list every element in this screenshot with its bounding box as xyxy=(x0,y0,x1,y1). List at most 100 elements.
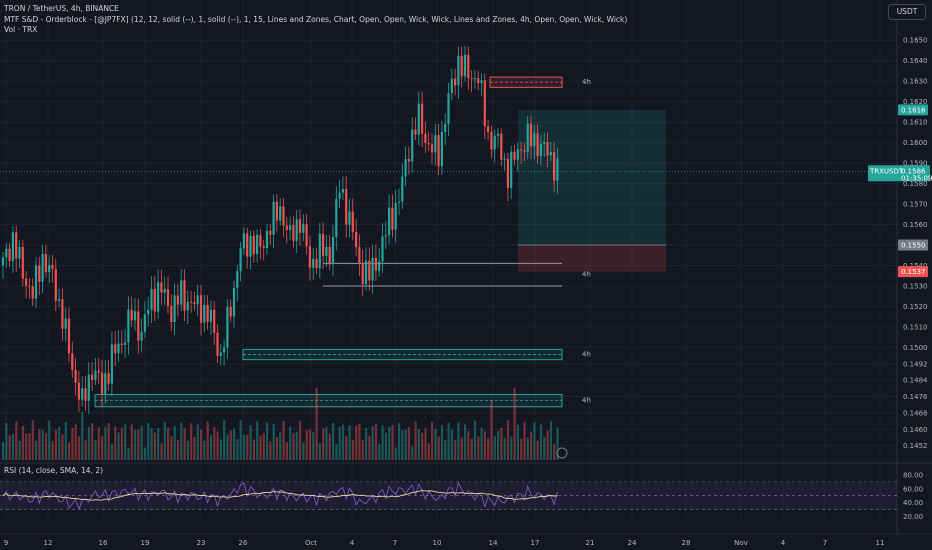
candle-body xyxy=(315,258,318,269)
candle-body xyxy=(483,80,486,127)
volume-bar xyxy=(414,421,417,460)
volume-bar xyxy=(97,427,100,460)
price-tick-label: 0.1500 xyxy=(903,344,928,352)
volume-bar xyxy=(431,421,434,460)
volume-bar xyxy=(236,439,239,460)
candle-body xyxy=(21,247,24,279)
candle-body xyxy=(473,78,476,80)
candle-body xyxy=(467,54,470,79)
candle-body xyxy=(305,224,308,247)
price-tick-label: 0.1610 xyxy=(903,119,928,127)
candle-body xyxy=(180,280,183,305)
time-tick-label: 19 xyxy=(141,539,150,547)
candle-body xyxy=(74,369,77,383)
candle-body xyxy=(404,159,407,177)
volume-legend[interactable]: Vol · TRX xyxy=(4,25,38,34)
candle-body xyxy=(328,246,331,265)
volume-bar xyxy=(117,432,120,460)
volume-bar xyxy=(447,422,450,460)
candle-body xyxy=(543,142,546,144)
price-tick-label: 0.1452 xyxy=(903,442,928,450)
rsi-legend[interactable]: RSI (14, close, SMA, 14, 2) xyxy=(4,466,104,475)
candle-body xyxy=(536,133,539,157)
volume-bar xyxy=(209,435,213,460)
rsi-line xyxy=(2,481,558,511)
volume-bar xyxy=(147,422,150,460)
volume-bar xyxy=(556,427,559,460)
volume-bar xyxy=(368,435,371,460)
volume-bar xyxy=(308,429,312,460)
candle-body xyxy=(160,282,163,293)
volume-bar xyxy=(404,429,407,460)
candle-body xyxy=(28,285,31,287)
candle-body xyxy=(414,129,417,135)
volume-bar xyxy=(216,431,219,460)
rsi-tick-label: 40.00 xyxy=(903,499,923,507)
volume-bar xyxy=(8,435,11,460)
candle-body xyxy=(520,149,523,151)
volume-bar xyxy=(229,430,232,460)
volume-bar xyxy=(84,440,87,460)
volume-bar xyxy=(81,412,84,460)
candle-body xyxy=(190,301,193,303)
volume-bar xyxy=(341,424,345,460)
volume-bar xyxy=(421,432,424,460)
volume-bar xyxy=(285,442,288,460)
currency-button[interactable]: USDT xyxy=(888,4,926,20)
candle-body xyxy=(295,219,298,241)
candle-body xyxy=(308,246,311,268)
candle-body xyxy=(199,295,203,323)
candle-body xyxy=(256,234,259,255)
zone-timeframe-label: 4h xyxy=(582,78,591,86)
candle-body xyxy=(114,344,117,354)
price-tick-label: 0.1530 xyxy=(903,282,928,290)
last-price-text: 0.1586 xyxy=(901,167,926,175)
volume-bar xyxy=(213,426,216,460)
candle-body xyxy=(166,289,170,307)
candle-body xyxy=(272,201,275,235)
candle-body xyxy=(193,302,196,305)
candle-body xyxy=(285,225,288,231)
candle-body xyxy=(292,225,295,241)
candle-body xyxy=(401,176,404,202)
volume-bar xyxy=(176,439,180,460)
candle-body xyxy=(91,374,94,380)
volume-bar xyxy=(477,436,480,460)
price-tick-label: 0.1640 xyxy=(903,57,928,65)
candle-body xyxy=(259,234,262,247)
candle-body xyxy=(490,131,493,150)
candle-body xyxy=(249,235,252,257)
volume-bar xyxy=(252,439,255,460)
candle-body xyxy=(229,306,232,317)
volume-bar xyxy=(137,429,140,460)
candle-body xyxy=(298,219,302,233)
candle-body xyxy=(94,370,97,380)
volume-bar xyxy=(355,425,358,460)
candle-body xyxy=(236,271,239,288)
price-tick-label: 0.1476 xyxy=(903,393,928,401)
candle-body xyxy=(41,254,44,282)
candle-body xyxy=(384,235,387,237)
candle-body xyxy=(368,260,371,281)
symbol-legend[interactable]: TRON / TetherUS, 4h, BINANCE xyxy=(4,4,119,13)
volume-bar xyxy=(440,425,444,460)
volume-bar xyxy=(378,443,381,460)
volume-bar xyxy=(193,436,196,460)
volume-bar xyxy=(289,426,292,460)
indicator-legend[interactable]: MTF S&D - Orderblock - [@JP7FX] (12, 12,… xyxy=(4,15,628,24)
volume-bar xyxy=(101,436,104,460)
volume-bar xyxy=(127,447,130,460)
candle-body xyxy=(351,211,354,232)
entry-price-tag-bg xyxy=(898,239,928,251)
candle-body xyxy=(526,123,529,152)
volume-bar xyxy=(345,436,348,460)
volume-bar xyxy=(546,430,549,460)
candle-body xyxy=(64,318,67,329)
candle-body xyxy=(460,55,463,77)
volume-bar xyxy=(104,426,107,460)
volume-bar xyxy=(279,432,282,460)
candle-body xyxy=(133,311,137,321)
candle-body xyxy=(77,382,80,400)
